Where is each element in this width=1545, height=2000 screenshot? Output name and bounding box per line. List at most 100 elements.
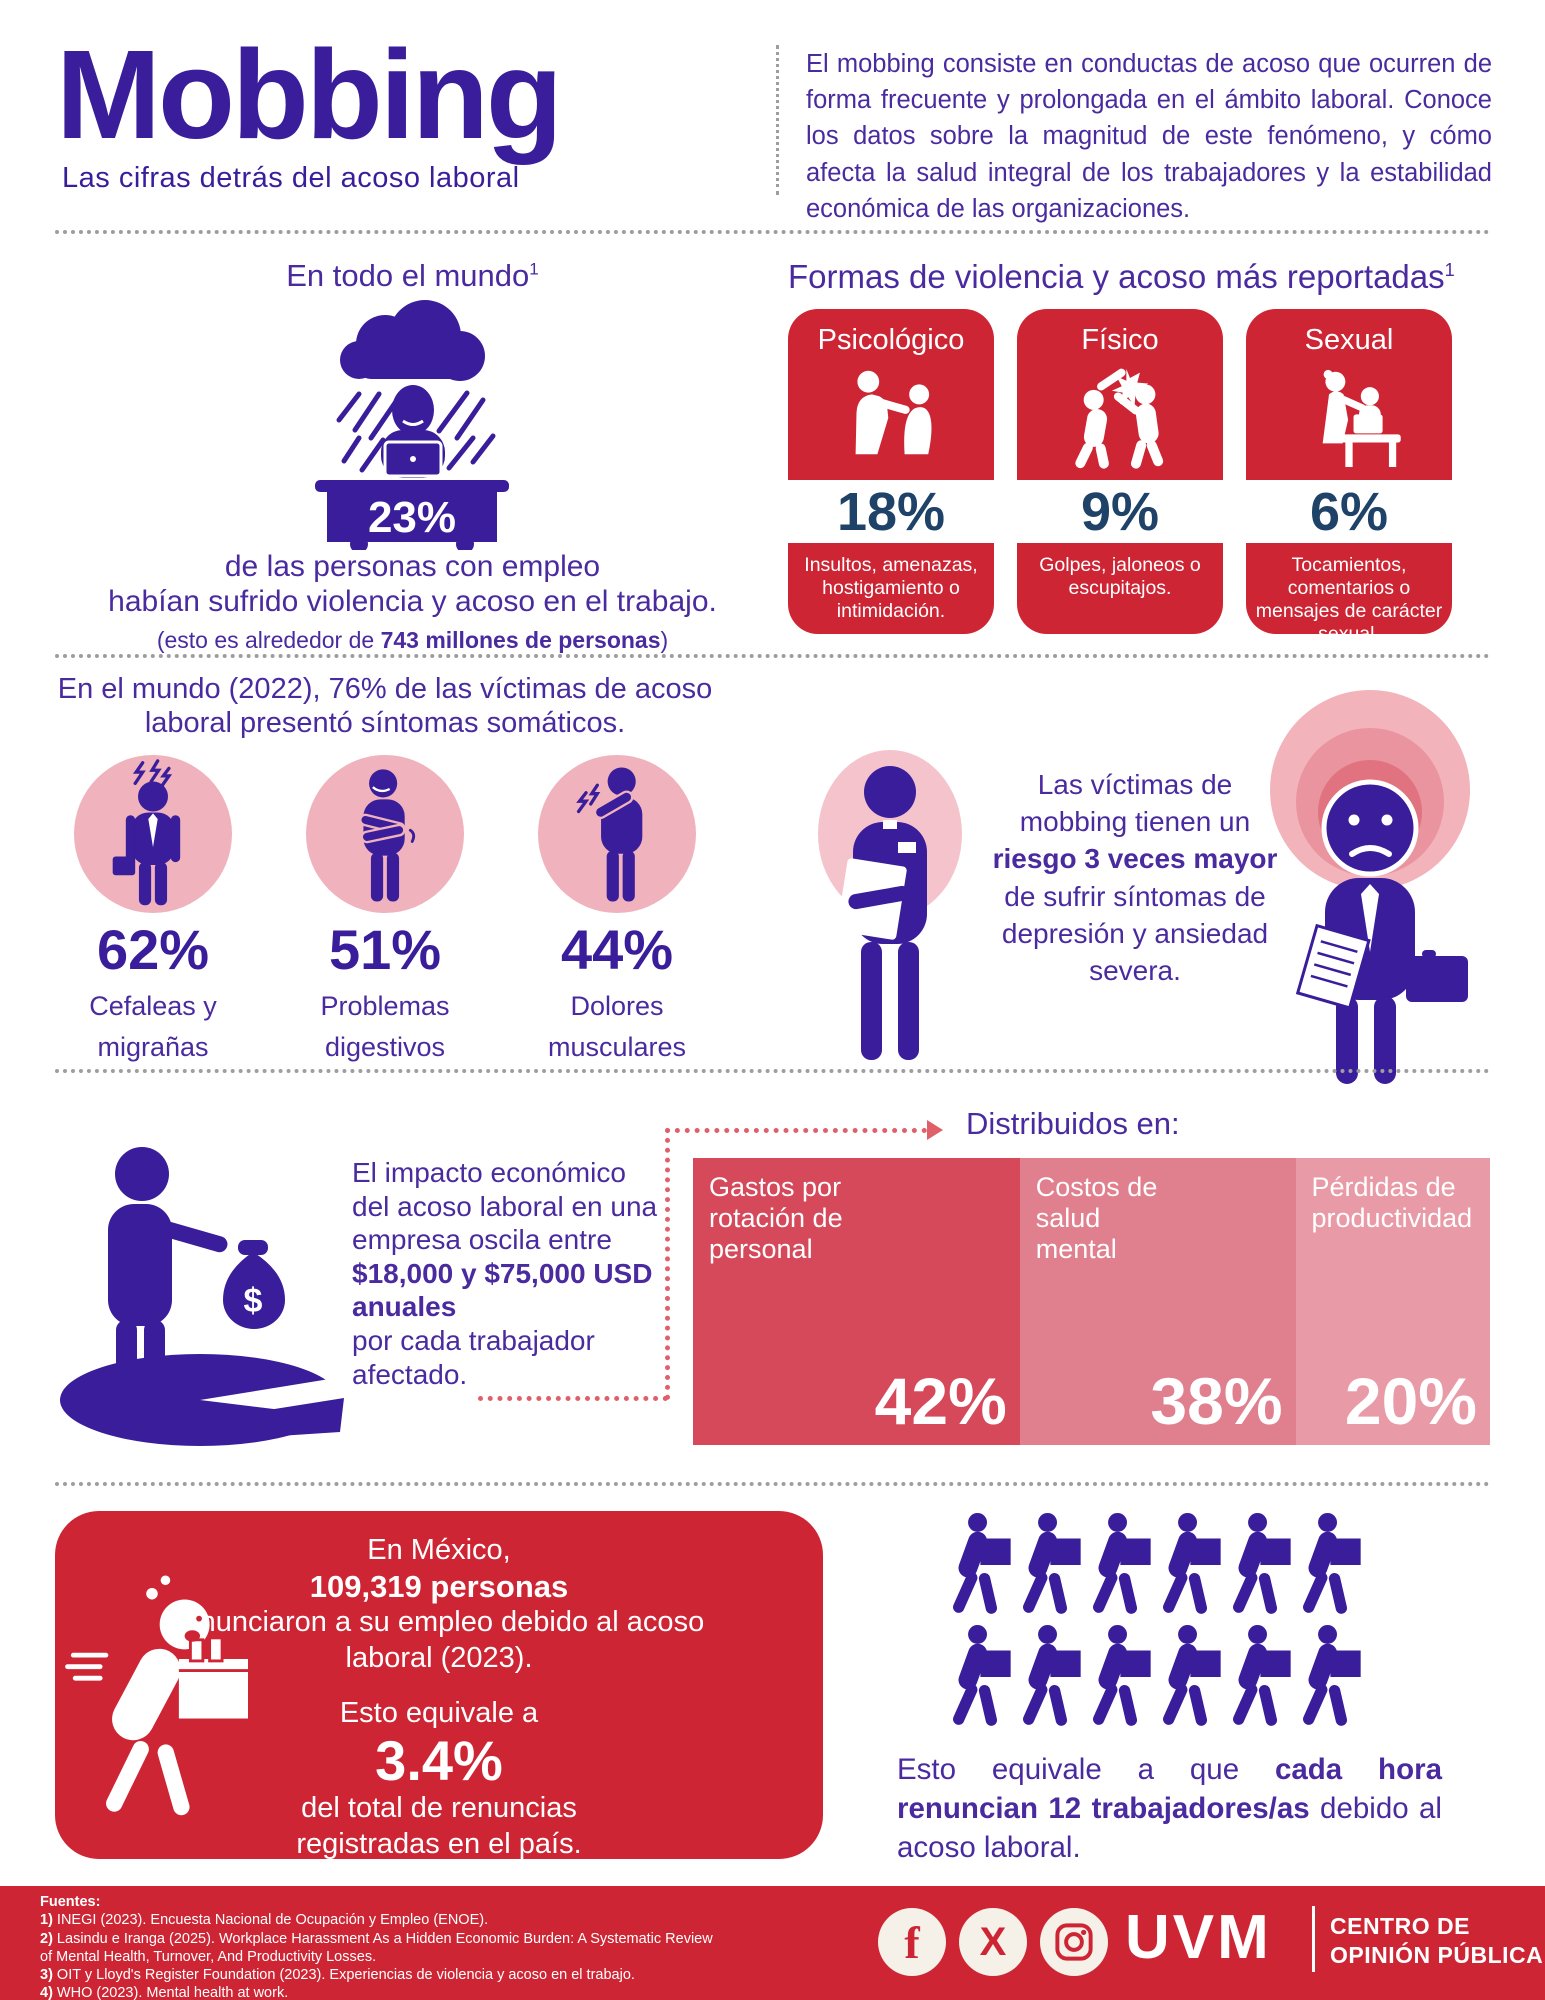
brand-divider <box>1312 1906 1315 1972</box>
victims-text: Las víctimas de mobbing tienen un riesgo… <box>980 766 1290 989</box>
mexico-panel: En México, 109,319 personas renunciaron … <box>55 1511 823 1860</box>
headache-person-icon <box>74 755 232 914</box>
stat-label: Cefaleas y migrañas <box>89 991 217 1062</box>
section-somatic: En el mundo (2022), 76% de las víctimas … <box>45 672 725 1067</box>
section-divider <box>55 1069 1490 1073</box>
card-title: Psicológico <box>817 324 965 356</box>
mexico-line2: renunciaron a su empleo debido al acoso <box>173 1605 705 1638</box>
card-description: Tocamientos, comentarios o mensajes de c… <box>1255 554 1443 645</box>
economic-range-bold: $18,000 y $75,000 USD <box>352 1257 653 1289</box>
header-vertical-divider <box>776 45 779 195</box>
distribution-label: Distribuidos en: <box>966 1106 1180 1141</box>
dotted-connector <box>665 1128 927 1133</box>
x-icon[interactable]: X <box>959 1908 1027 1976</box>
distribution-bars: Gastos por rotación de personal 42% Cost… <box>693 1158 1490 1445</box>
bar-percent: 38% <box>1150 1364 1283 1438</box>
section-world: En todo el mundo1 <box>55 258 770 654</box>
world-percent: 23% <box>367 493 455 542</box>
instagram-icon[interactable] <box>1040 1908 1108 1976</box>
stat-percent: 51% <box>328 918 442 982</box>
stat-cefaleas: 62% Cefaleas y migrañas <box>74 755 232 1067</box>
worker-carrier-icon <box>1232 1512 1302 1618</box>
section-divider <box>55 1482 1490 1486</box>
mexico-percent: 3.4% <box>375 1728 503 1792</box>
connector-arrow-icon <box>927 1120 943 1140</box>
dotted-connector <box>478 1396 668 1401</box>
somatic-stats: 62% Cefaleas y migrañas <box>45 755 725 1067</box>
percent-band: 6% <box>1246 480 1452 543</box>
quitting-worker-icon <box>65 1575 248 1816</box>
clipboard-person-icon <box>818 750 962 1060</box>
mexico-line5: registradas en el país. <box>296 1828 582 1861</box>
social-icons: f X <box>878 1908 1108 1976</box>
section-violence: Formas de violencia y acoso más reportad… <box>788 258 1490 645</box>
world-line1: de las personas con empleo <box>224 550 601 583</box>
card-percent: 6% <box>1309 481 1389 542</box>
card-title: Sexual <box>1304 324 1394 356</box>
economic-anuales-bold: anuales <box>352 1291 457 1323</box>
card-title: Físico <box>1081 324 1159 356</box>
world-note-bold: 743 millones de personas <box>380 626 661 653</box>
stat-digestivos: 51% Problemas digestivos <box>306 755 464 1067</box>
page-title: Mobbing <box>56 24 563 165</box>
card-percent: 9% <box>1080 481 1160 542</box>
org-name: CENTRO DE OPINIÓN PÚBLICA <box>1330 1913 1544 1969</box>
mexico-line1: En México, <box>367 1534 511 1566</box>
physical-violence-icon <box>1017 359 1223 477</box>
mexico-line3: laboral (2023). <box>345 1641 533 1674</box>
source-item: 4) WHO (2023). Mental health at work. <box>40 1985 289 2000</box>
workers-text: Esto equivale a que cada hora renuncian … <box>897 1753 1442 1865</box>
muscle-pain-person-icon <box>538 755 696 914</box>
mexico-equiv: Esto equivale a <box>339 1696 539 1729</box>
worker-carrier-icon <box>1162 1512 1232 1618</box>
economic-text: El impacto económico del acoso laboral e… <box>352 1156 682 1391</box>
card-description: Insultos, amenazas, hostigamiento o inti… <box>804 554 978 622</box>
page-subtitle: Las cifras detrás del acoso laboral <box>62 162 520 194</box>
mexico-people-count: 109,319 personas <box>309 1568 569 1604</box>
worker-carrier-icon <box>1302 1512 1372 1618</box>
card-percent: 18% <box>836 481 946 542</box>
card-psicologico: Psicológico 18% Insulto <box>788 309 994 634</box>
worker-carrier-icon <box>1022 1512 1092 1618</box>
violence-heading: Formas de violencia y acoso más reportad… <box>788 258 1455 295</box>
sources-list: Fuentes: 1) INEGI (2023). Encuesta Nacio… <box>40 1893 720 2000</box>
stat-label: Dolores musculares <box>547 991 687 1062</box>
bar-label: Gastos por rotación de personal <box>709 1172 843 1264</box>
worker-carrier-icon <box>1162 1624 1232 1730</box>
source-item: 1) INEGI (2023). Encuesta Nacional de Oc… <box>40 1912 489 1929</box>
worker-carrier-icon <box>1232 1624 1302 1730</box>
workers-grid <box>952 1512 1372 1730</box>
intro-paragraph: El mobbing consiste en conductas de acos… <box>806 50 1492 223</box>
dotted-connector <box>665 1128 670 1400</box>
stat-musculares: 44% Dolores musculares <box>538 755 696 1067</box>
world-heading: En todo el mundo1 <box>286 258 539 293</box>
card-description: Golpes, jaloneos o escupitajos. <box>1039 554 1201 599</box>
worker-carrier-icon <box>952 1512 1022 1618</box>
card-sexual: Sexual <box>1246 309 1452 645</box>
bar-salud-mental: Costos de salud mental 38% <box>1019 1158 1296 1445</box>
bar-label: Costos de salud mental <box>1035 1172 1158 1264</box>
anxious-worker-icon <box>1270 690 1470 1084</box>
stomach-pain-person-icon <box>306 755 464 914</box>
worker-carrier-icon <box>1302 1624 1372 1730</box>
psychological-harassment-icon <box>788 359 994 477</box>
facebook-icon[interactable]: f <box>878 1908 946 1976</box>
uvm-logo: UVM <box>1125 1903 1272 1972</box>
bar-rotacion: Gastos por rotación de personal 42% <box>693 1158 1020 1445</box>
worker-carrier-icon <box>1022 1624 1092 1730</box>
worker-carrier-icon <box>952 1624 1022 1730</box>
svg-text:$: $ <box>244 1282 263 1320</box>
section-divider <box>55 230 1490 234</box>
footer: Fuentes: 1) INEGI (2023). Encuesta Nacio… <box>0 1886 1545 2000</box>
bar-percent: 42% <box>874 1364 1007 1438</box>
footnote-ref: 1 <box>529 259 539 279</box>
bar-percent: 20% <box>1344 1364 1477 1438</box>
world-line2: habían sufrido violencia y acoso en el t… <box>108 584 717 618</box>
footnote-ref: 1 <box>1444 260 1455 280</box>
money-bag-person-icon: $ <box>60 1147 348 1446</box>
storm-worker-desk-icon: 23% <box>314 300 509 550</box>
world-note: (esto es alrededor de 743 millones de pe… <box>156 626 669 653</box>
section-divider <box>55 654 1490 658</box>
workers-bold: cada hora renuncian 12 trabajadores/as <box>897 1753 1442 1826</box>
